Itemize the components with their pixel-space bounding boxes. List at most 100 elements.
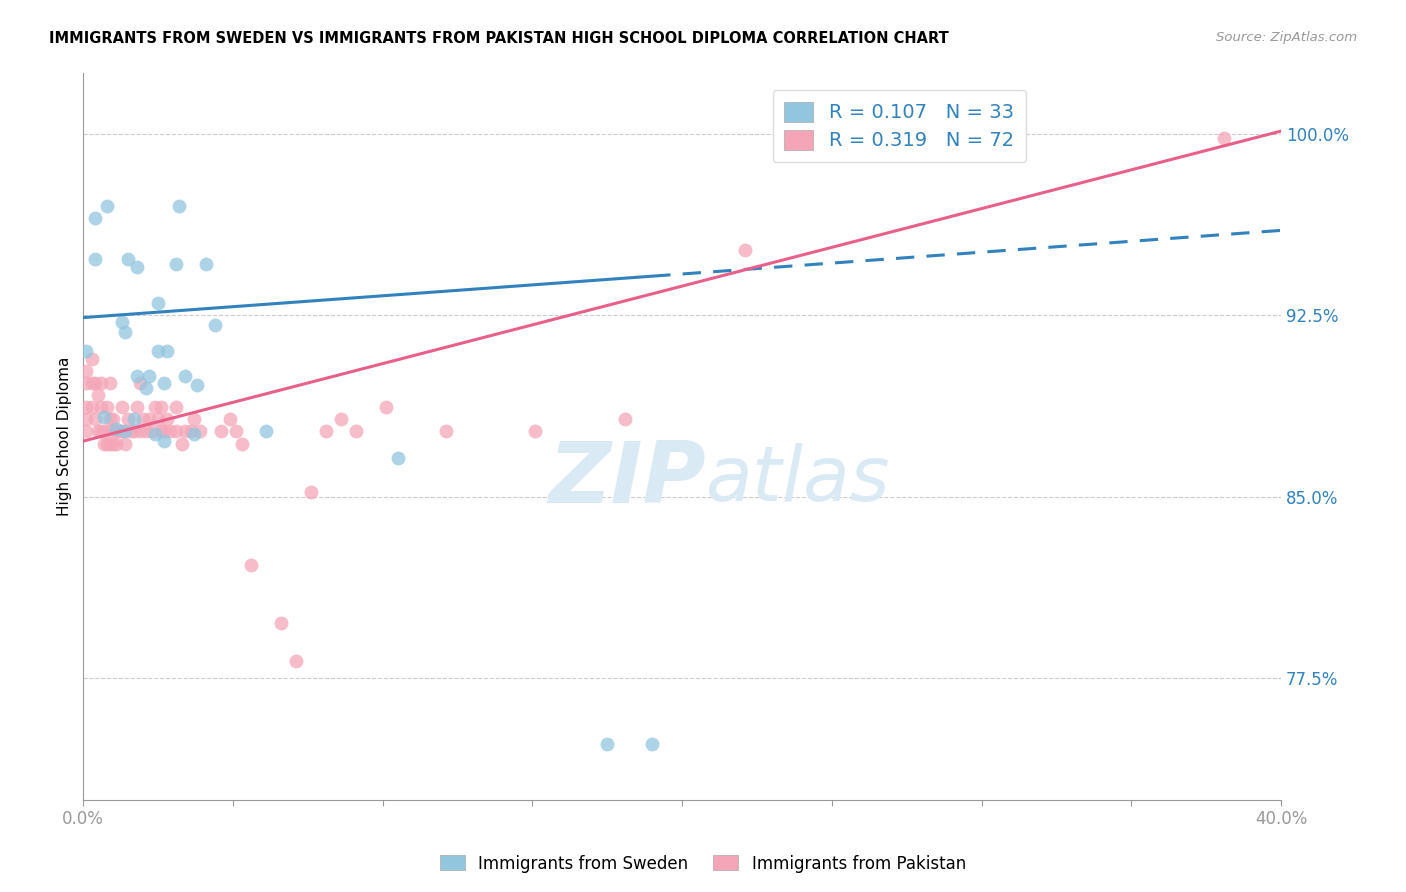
Point	[120, 425, 142, 439]
Point	[75, 344, 97, 359]
Text: ZIP: ZIP	[548, 438, 706, 521]
Point	[254, 425, 277, 439]
Point	[87, 388, 110, 402]
Point	[105, 422, 128, 436]
Point	[82, 376, 104, 390]
Point	[138, 368, 160, 383]
Point	[159, 425, 181, 439]
Point	[141, 425, 163, 439]
Point	[84, 252, 107, 267]
Point	[165, 257, 187, 271]
Point	[96, 400, 118, 414]
Point	[75, 425, 97, 439]
Point	[117, 412, 139, 426]
Point	[225, 425, 247, 439]
Point	[75, 364, 97, 378]
Point	[98, 425, 121, 439]
Point	[114, 325, 136, 339]
Point	[641, 737, 664, 751]
Point	[122, 412, 145, 426]
Point	[103, 412, 125, 426]
Point	[146, 344, 169, 359]
Point	[614, 412, 637, 426]
Point	[299, 485, 322, 500]
Point	[329, 412, 352, 426]
Point	[127, 260, 149, 274]
Point	[143, 400, 166, 414]
Point	[105, 425, 128, 439]
Point	[93, 425, 115, 439]
Point	[129, 425, 152, 439]
Point	[270, 615, 292, 630]
Point	[122, 425, 145, 439]
Point	[734, 243, 756, 257]
Point	[284, 655, 307, 669]
Point	[75, 400, 97, 414]
Point	[1213, 131, 1236, 145]
Point	[146, 412, 169, 426]
Point	[174, 368, 197, 383]
Point	[374, 400, 396, 414]
Point	[75, 412, 97, 426]
Point	[186, 378, 208, 392]
Point	[188, 425, 211, 439]
Point	[82, 351, 104, 366]
Point	[82, 400, 104, 414]
Point	[231, 436, 253, 450]
Point	[204, 318, 226, 332]
Point	[132, 412, 155, 426]
Point	[84, 412, 107, 426]
Point	[156, 344, 179, 359]
Point	[146, 296, 169, 310]
Point	[93, 436, 115, 450]
Point	[153, 434, 176, 449]
Point	[344, 425, 367, 439]
Point	[135, 425, 157, 439]
Point	[90, 400, 112, 414]
Point	[167, 199, 190, 213]
Point	[153, 376, 176, 390]
Point	[135, 381, 157, 395]
Point	[105, 436, 128, 450]
Point	[98, 436, 121, 450]
Point	[315, 425, 337, 439]
Point	[195, 257, 218, 271]
Point	[239, 558, 262, 572]
Point	[524, 425, 547, 439]
Point	[209, 425, 232, 439]
Point	[880, 138, 903, 153]
Point	[183, 426, 205, 441]
Text: atlas: atlas	[706, 442, 890, 516]
Point	[84, 376, 107, 390]
Legend: Immigrants from Sweden, Immigrants from Pakistan: Immigrants from Sweden, Immigrants from …	[433, 848, 973, 880]
Legend: R = 0.107   N = 33, R = 0.319   N = 72: R = 0.107 N = 33, R = 0.319 N = 72	[772, 90, 1026, 162]
Point	[434, 425, 457, 439]
Point	[111, 315, 134, 329]
Point	[172, 436, 194, 450]
Point	[127, 368, 149, 383]
Point	[165, 425, 187, 439]
Point	[111, 425, 134, 439]
Point	[153, 425, 176, 439]
Point	[183, 412, 205, 426]
Point	[387, 451, 409, 466]
Point	[219, 412, 242, 426]
Point	[75, 376, 97, 390]
Text: IMMIGRANTS FROM SWEDEN VS IMMIGRANTS FROM PAKISTAN HIGH SCHOOL DIPLOMA CORRELATI: IMMIGRANTS FROM SWEDEN VS IMMIGRANTS FRO…	[49, 31, 949, 46]
Point	[114, 436, 136, 450]
Point	[174, 425, 197, 439]
Point	[180, 425, 202, 439]
Point	[138, 412, 160, 426]
Point	[103, 436, 125, 450]
Point	[93, 409, 115, 424]
Point	[108, 425, 131, 439]
Point	[596, 737, 619, 751]
Point	[129, 376, 152, 390]
Point	[150, 425, 173, 439]
Text: Source: ZipAtlas.com: Source: ZipAtlas.com	[1216, 31, 1357, 45]
Point	[150, 400, 173, 414]
Point	[96, 436, 118, 450]
Point	[111, 400, 134, 414]
Point	[90, 425, 112, 439]
Point	[98, 376, 121, 390]
